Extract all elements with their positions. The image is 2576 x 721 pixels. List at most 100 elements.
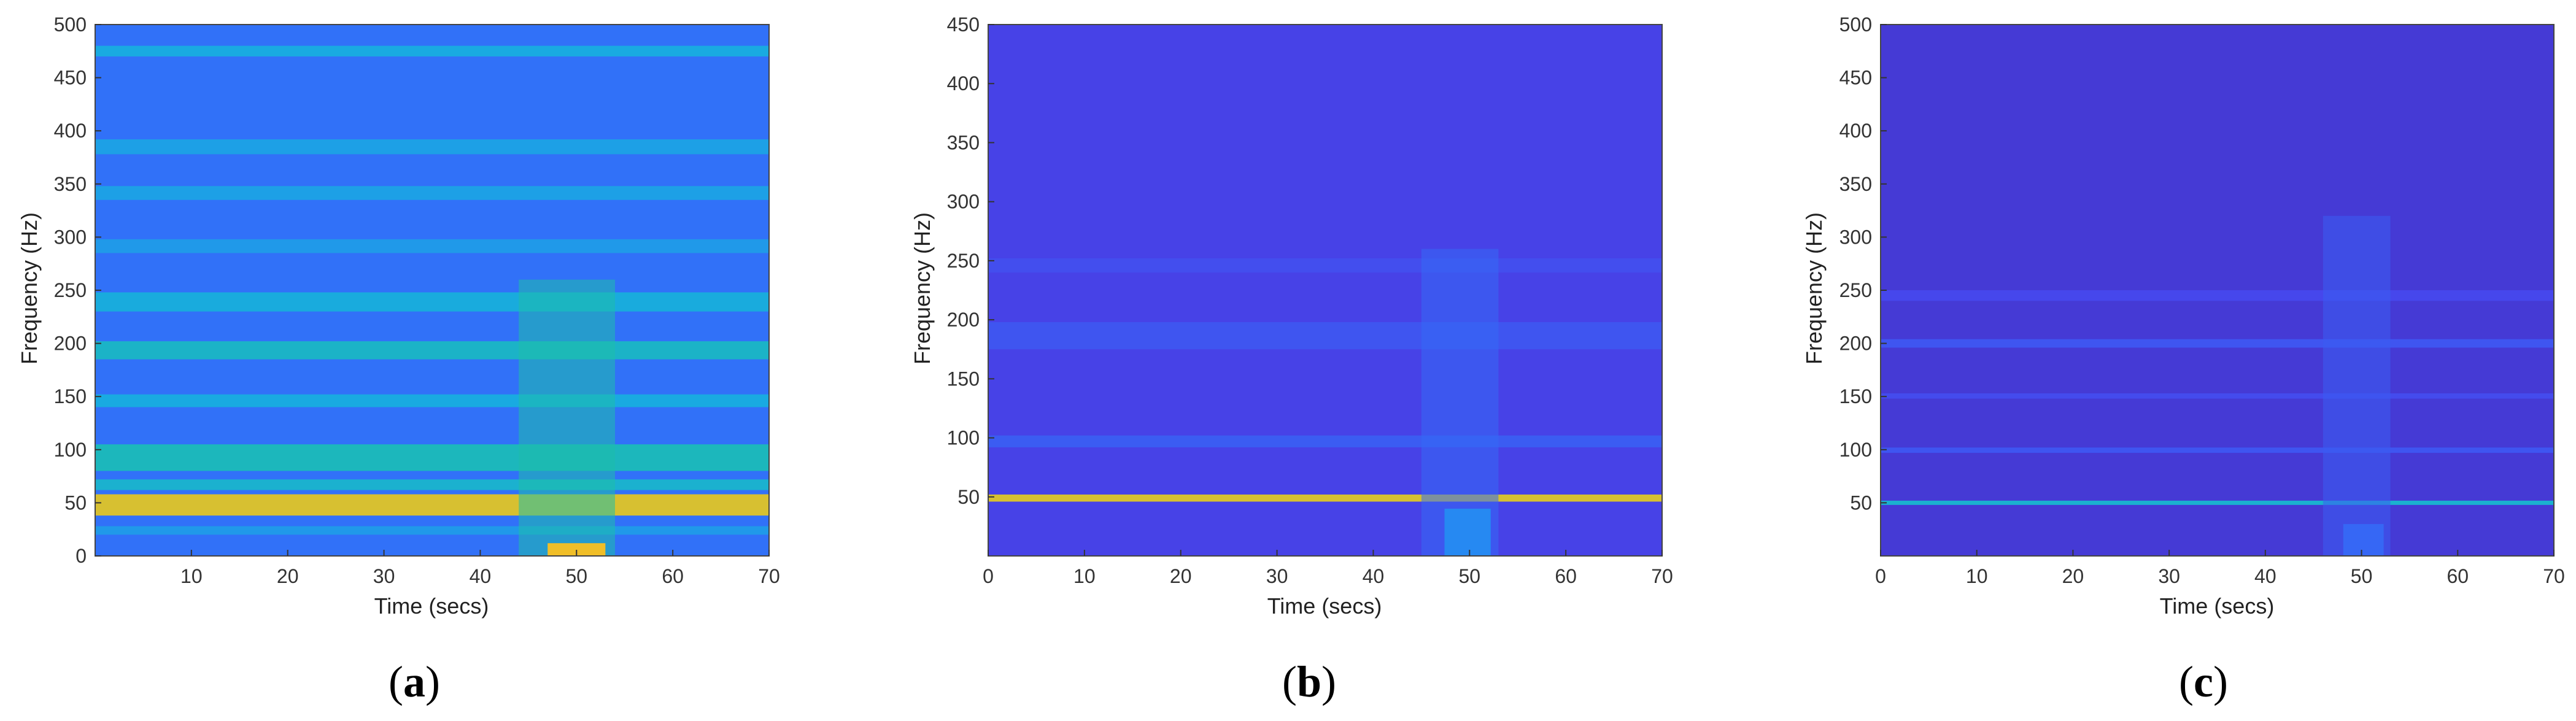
- y-tick-label: 200: [54, 333, 87, 355]
- x-tick-label: 70: [1651, 565, 1673, 587]
- plot-area-a: [95, 24, 770, 557]
- y-tick-label: 0: [75, 545, 87, 567]
- y-tick-label: 450: [54, 67, 87, 89]
- x-tick-label: 70: [758, 565, 780, 587]
- x-tick-label: 10: [180, 565, 203, 587]
- x-tick-label: 60: [2446, 565, 2469, 587]
- y-tick-label: 500: [1839, 13, 1872, 36]
- transient-event-base: [2343, 524, 2384, 556]
- spectrogram-panel-a: 10 20 30 40 50 60 70 0 50 100 150 200 250 300 350 400 4…: [17, 13, 780, 706]
- plot-area-c: [1880, 24, 2555, 557]
- x-tick-label: 10: [1073, 565, 1096, 587]
- x-tick-label: 0: [983, 565, 994, 587]
- x-axis-label-b: Time (secs): [1267, 593, 1382, 619]
- x-tick-label: 60: [1555, 565, 1577, 587]
- frequency-band: [95, 239, 769, 253]
- y-axis-label-b: Frequency (Hz): [910, 212, 935, 364]
- y-tick-label: 300: [1839, 226, 1872, 248]
- frequency-band: [95, 45, 769, 56]
- frequency-band: [95, 139, 769, 155]
- y-tick-label: 350: [54, 173, 87, 195]
- x-tick-label: 20: [1170, 565, 1192, 587]
- y-tick-label: 150: [947, 368, 980, 390]
- y-tick-label: 100: [1839, 439, 1872, 461]
- frequency-band: [95, 526, 769, 535]
- frequency-band: [1881, 500, 2554, 505]
- panel-caption-c: (c): [2179, 657, 2228, 706]
- x-ticks-a: 10 20 30 40 50 60 70: [180, 550, 780, 587]
- x-tick-label: 50: [1458, 565, 1480, 587]
- panel-letter-b: b: [1297, 657, 1321, 706]
- x-tick-label: 40: [2254, 565, 2276, 587]
- frequency-band: [1881, 290, 2554, 301]
- frequency-band: [95, 341, 769, 360]
- y-tick-label: 400: [54, 120, 87, 142]
- y-tick-label: 350: [947, 131, 980, 153]
- y-tick-label: 300: [947, 191, 980, 213]
- x-tick-label: 20: [2062, 565, 2084, 587]
- y-tick-label: 250: [1839, 279, 1872, 301]
- x-tick-label: 30: [2158, 565, 2180, 587]
- frequency-band: [95, 479, 769, 490]
- frequency-band: [988, 322, 1662, 350]
- frequency-band: [95, 186, 769, 200]
- x-tick-label: 20: [277, 565, 299, 587]
- plot-frame: [988, 24, 1663, 557]
- frequency-band: [1881, 339, 2554, 348]
- y-tick-label: 250: [54, 279, 87, 301]
- x-ticks-b: 0 10 20 30 40 50 60 70: [983, 550, 1673, 587]
- frequency-band: [95, 444, 769, 471]
- panel-caption-b: (b): [1282, 657, 1336, 706]
- y-tick-label: 350: [1839, 173, 1872, 195]
- y-axis-label-c: Frequency (Hz): [1801, 212, 1827, 364]
- spectrogram-panel-c: 0 10 20 30 40 50 60 70 50 100 150 200 250 300 350 400 4…: [1801, 13, 2565, 706]
- y-tick-label: 300: [54, 226, 87, 248]
- x-tick-label: 50: [2351, 565, 2373, 587]
- y-tick-label: 50: [1850, 492, 1872, 514]
- y-ticks-a: 0 50 100 150 200 250 300 350 400 450 500: [54, 13, 101, 567]
- y-ticks-c: 50 100 150 200 250 300 350 400 450 500: [1839, 13, 1887, 514]
- frequency-band: [95, 494, 769, 516]
- x-axis-label-a: Time (secs): [374, 593, 489, 619]
- y-tick-label: 450: [947, 13, 980, 36]
- y-tick-label: 400: [947, 72, 980, 94]
- frequency-band: [988, 494, 1662, 502]
- y-tick-label: 500: [54, 13, 87, 36]
- transient-event-base: [1444, 509, 1491, 556]
- y-tick-label: 50: [64, 492, 87, 514]
- y-axis-label-a: Frequency (Hz): [17, 212, 42, 364]
- spectrogram-background: [95, 25, 769, 556]
- y-tick-label: 400: [1839, 120, 1872, 142]
- frequency-band: [95, 394, 769, 407]
- y-tick-label: 150: [54, 385, 87, 407]
- frequency-band: [95, 292, 769, 312]
- transient-event: [519, 279, 616, 556]
- y-tick-label: 200: [947, 309, 980, 331]
- spectrogram-panel-b: 0 10 20 30 40 50 60 70 50 100 150 200 250 300 350 400 4…: [910, 13, 1673, 706]
- x-tick-label: 70: [2543, 565, 2565, 587]
- panel-letter-a: a: [403, 657, 425, 706]
- y-tick-label: 450: [1839, 67, 1872, 89]
- panel-letter-c: c: [2194, 657, 2213, 706]
- panel-caption-a: (a): [389, 657, 440, 706]
- x-tick-label: 40: [1363, 565, 1385, 587]
- y-tick-label: 100: [54, 439, 87, 461]
- plot-area-b: [988, 24, 1663, 557]
- frequency-band: [988, 258, 1662, 273]
- frequency-band: [1881, 447, 2554, 453]
- x-tick-label: 10: [1966, 565, 1988, 587]
- frequency-band: [988, 435, 1662, 447]
- x-axis-label-c: Time (secs): [2160, 593, 2275, 619]
- x-tick-label: 0: [1875, 565, 1886, 587]
- transient-event-base: [547, 543, 606, 556]
- y-tick-label: 250: [947, 250, 980, 272]
- spectrogram-background: [988, 25, 1662, 556]
- y-tick-label: 200: [1839, 333, 1872, 355]
- y-tick-label: 150: [1839, 385, 1872, 407]
- y-tick-label: 100: [947, 427, 980, 449]
- x-ticks-c: 0 10 20 30 40 50 60 70: [1875, 550, 2565, 587]
- x-tick-label: 40: [470, 565, 492, 587]
- transient-event: [2323, 215, 2391, 556]
- x-tick-label: 30: [373, 565, 395, 587]
